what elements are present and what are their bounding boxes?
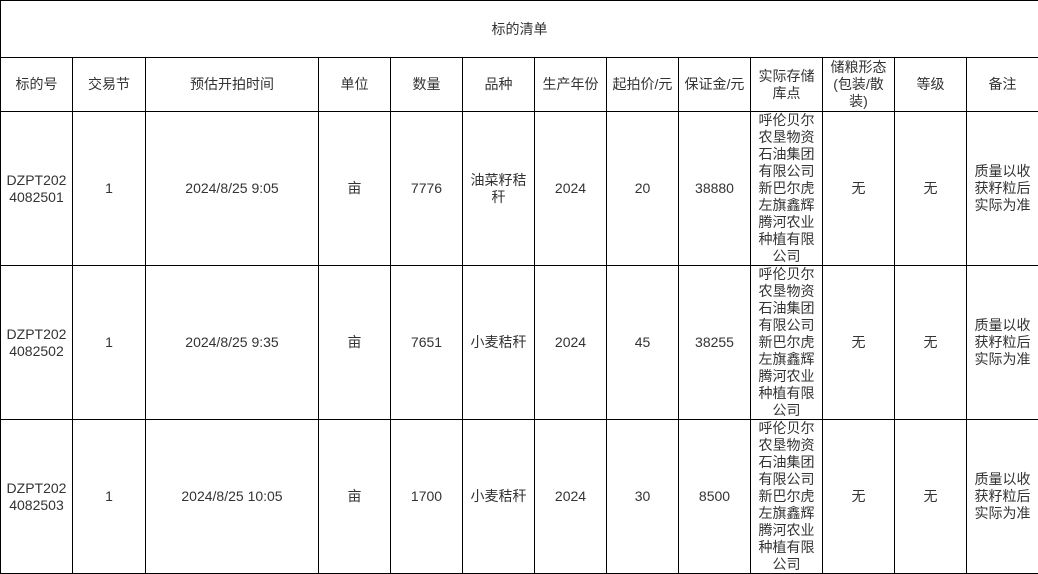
column-header: 数量 (391, 58, 463, 112)
column-header: 备注 (967, 58, 1038, 112)
column-header: 预估开拍时间 (146, 58, 319, 112)
cell-variety: 小麦秸秆 (463, 420, 535, 574)
column-header: 起拍价/元 (607, 58, 679, 112)
column-header: 生产年份 (535, 58, 607, 112)
column-header: 保证金/元 (679, 58, 751, 112)
cell-auction-time: 2024/8/25 10:05 (146, 420, 319, 574)
cell-remark: 质量以收获籽粒后实际为准 (967, 266, 1038, 420)
cell-unit: 亩 (319, 112, 391, 266)
cell-lot-id: DZPT2024082501 (1, 112, 73, 266)
column-header: 实际存储库点 (751, 58, 823, 112)
cell-session: 1 (73, 420, 146, 574)
cell-variety: 油菜籽秸秆 (463, 112, 535, 266)
cell-deposit: 38880 (679, 112, 751, 266)
column-header: 储粮形态(包装/散装) (823, 58, 895, 112)
cell-storage-form: 无 (823, 420, 895, 574)
cell-session: 1 (73, 266, 146, 420)
cell-auction-time: 2024/8/25 9:35 (146, 266, 319, 420)
cell-start-price: 45 (607, 266, 679, 420)
column-header: 单位 (319, 58, 391, 112)
cell-unit: 亩 (319, 420, 391, 574)
cell-production-year: 2024 (535, 266, 607, 420)
cell-production-year: 2024 (535, 420, 607, 574)
cell-warehouse: 呼伦贝尔农垦物资石油集团有限公司新巴尔虎左旗鑫辉腾河农业种植有限公司 (751, 420, 823, 574)
cell-deposit: 38255 (679, 266, 751, 420)
cell-grade: 无 (895, 266, 967, 420)
cell-remark: 质量以收获籽粒后实际为准 (967, 420, 1038, 574)
cell-start-price: 30 (607, 420, 679, 574)
cell-auction-time: 2024/8/25 9:05 (146, 112, 319, 266)
cell-quantity: 1700 (391, 420, 463, 574)
cell-grade: 无 (895, 112, 967, 266)
cell-variety: 小麦秸秆 (463, 266, 535, 420)
cell-production-year: 2024 (535, 112, 607, 266)
cell-start-price: 20 (607, 112, 679, 266)
cell-lot-id: DZPT2024082502 (1, 266, 73, 420)
cell-quantity: 7651 (391, 266, 463, 420)
cell-deposit: 8500 (679, 420, 751, 574)
cell-storage-form: 无 (823, 112, 895, 266)
column-header: 标的号 (1, 58, 73, 112)
cell-unit: 亩 (319, 266, 391, 420)
cell-quantity: 7776 (391, 112, 463, 266)
cell-warehouse: 呼伦贝尔农垦物资石油集团有限公司新巴尔虎左旗鑫辉腾河农业种植有限公司 (751, 112, 823, 266)
cell-session: 1 (73, 112, 146, 266)
column-header: 品种 (463, 58, 535, 112)
cell-warehouse: 呼伦贝尔农垦物资石油集团有限公司新巴尔虎左旗鑫辉腾河农业种植有限公司 (751, 266, 823, 420)
cell-lot-id: DZPT2024082503 (1, 420, 73, 574)
cell-storage-form: 无 (823, 266, 895, 420)
column-header: 等级 (895, 58, 967, 112)
cell-remark: 质量以收获籽粒后实际为准 (967, 112, 1038, 266)
table-title: 标的清单 (1, 1, 1038, 58)
column-header: 交易节 (73, 58, 146, 112)
cell-grade: 无 (895, 420, 967, 574)
